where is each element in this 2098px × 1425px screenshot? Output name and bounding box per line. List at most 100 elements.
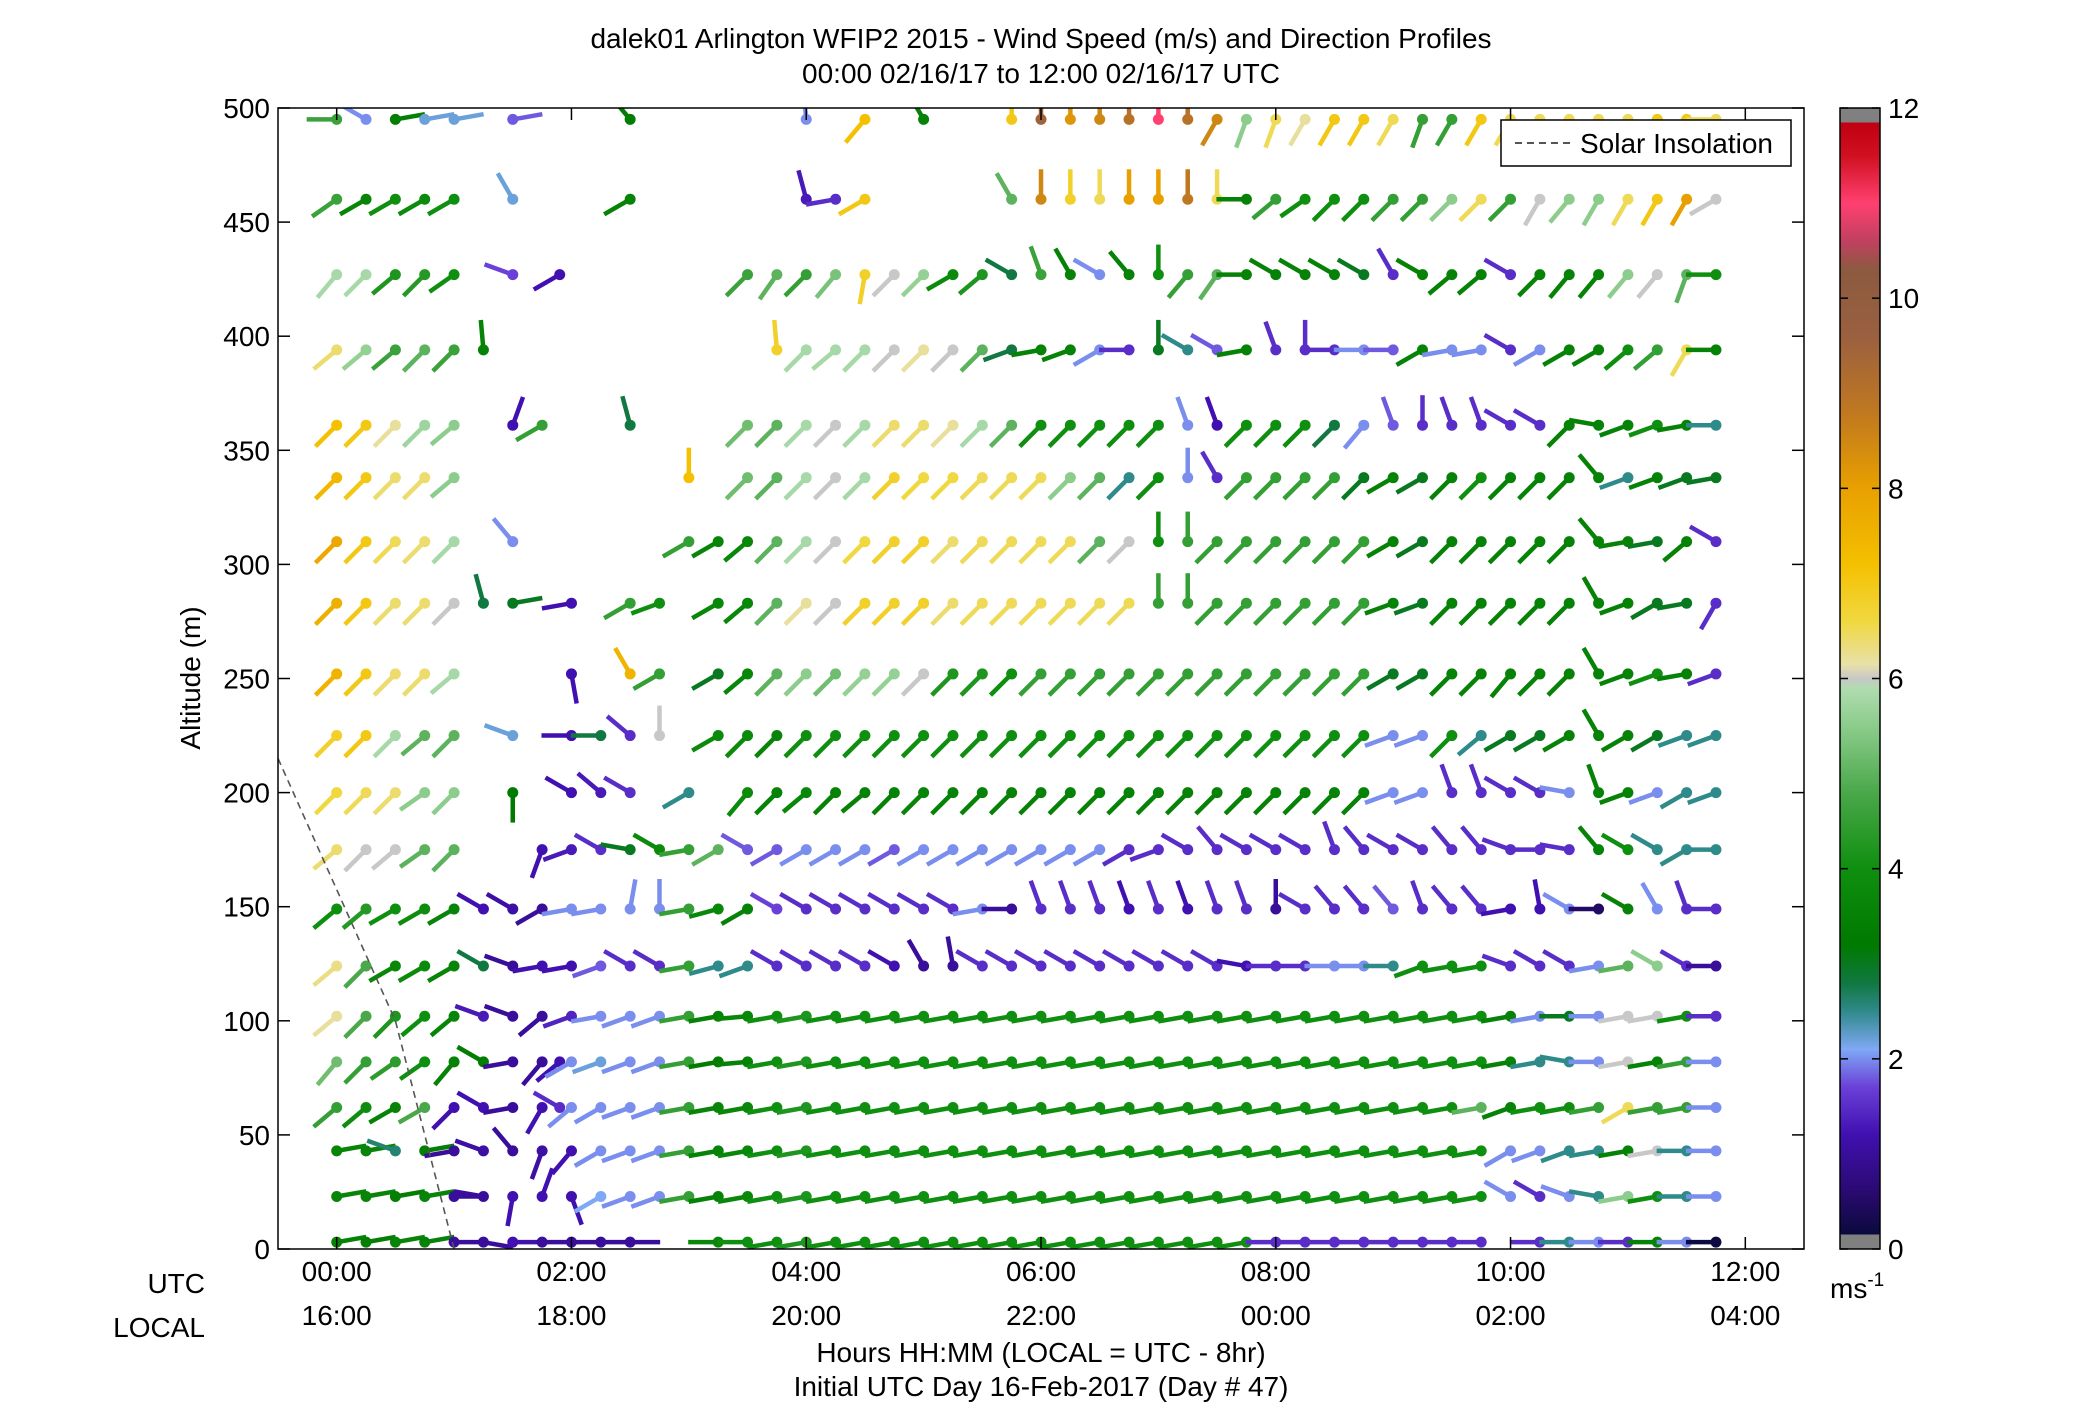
- wind-barb-point: [830, 419, 842, 431]
- wind-barb-point: [1710, 787, 1722, 799]
- wind-barb: [1094, 169, 1106, 205]
- wind-barb: [1632, 344, 1663, 371]
- wind-barb-point: [507, 193, 519, 205]
- wind-barb: [368, 193, 401, 217]
- wind-barb: [1341, 472, 1370, 501]
- wind-barb-point: [830, 536, 842, 548]
- wind-barb: [1458, 536, 1487, 565]
- wind-barb: [1669, 193, 1693, 227]
- wind-barb-point: [595, 1191, 607, 1203]
- wind-barb: [658, 960, 695, 974]
- wind-barb-point: [1417, 787, 1428, 799]
- y-tick-label: 400: [223, 321, 270, 352]
- wind-barb: [1512, 1179, 1546, 1203]
- wind-barb-point: [1328, 903, 1340, 915]
- wind-barb-point: [742, 787, 754, 799]
- wind-barb-point: [1094, 844, 1106, 856]
- wind-barb: [1216, 344, 1252, 358]
- wind-barb: [726, 787, 754, 818]
- wind-barb: [1458, 668, 1487, 697]
- wind-barb-point: [918, 668, 930, 680]
- wind-barb: [1047, 536, 1076, 565]
- wind-barb-point: [1035, 730, 1047, 742]
- wind-barb: [837, 193, 871, 217]
- wind-barb-point: [477, 1010, 489, 1022]
- wind-barb-point: [1710, 1191, 1722, 1203]
- wind-barb-point: [477, 903, 489, 915]
- wind-barb: [1152, 319, 1164, 356]
- wind-barb: [842, 419, 871, 449]
- wind-barb-point: [419, 597, 431, 609]
- wind-barb: [1546, 668, 1575, 697]
- wind-barb-point: [1651, 269, 1663, 281]
- wind-barb-point: [742, 730, 754, 742]
- wind-barb: [1481, 953, 1517, 972]
- wind-barb-point: [1328, 419, 1340, 431]
- wind-barb-point: [888, 668, 900, 680]
- wind-barb: [343, 787, 372, 816]
- wind-barb-point: [830, 787, 842, 799]
- wind-barb-point: [947, 597, 959, 609]
- wind-barb-point: [1710, 419, 1722, 431]
- wind-barb: [573, 1191, 607, 1214]
- wind-barb-point: [1475, 193, 1487, 205]
- wind-barb-point: [1006, 730, 1018, 742]
- wind-barb: [313, 536, 343, 565]
- wind-barb-point: [595, 903, 607, 915]
- wind-barb: [1087, 880, 1106, 915]
- wind-barb: [781, 787, 812, 814]
- wind-barb: [930, 730, 959, 759]
- wind-barb: [812, 597, 842, 626]
- wind-barb: [691, 597, 724, 621]
- wind-barb: [1013, 949, 1047, 972]
- chart-title: dalek01 Arlington WFIP2 2015 - Wind Spee…: [590, 23, 1491, 54]
- wind-barb-point: [1417, 419, 1428, 431]
- wind-barb: [401, 536, 431, 565]
- wind-barb-point: [1123, 787, 1135, 799]
- wind-barb: [1152, 511, 1164, 548]
- wind-barb-point: [331, 1056, 343, 1068]
- wind-barb-point: [1358, 903, 1370, 915]
- wind-barb-point: [947, 269, 959, 281]
- wind-barb-point: [448, 787, 460, 799]
- wind-barb: [419, 1189, 455, 1203]
- wind-barb-point: [360, 960, 372, 972]
- wind-barb: [507, 595, 543, 609]
- wind-barb: [1586, 763, 1605, 799]
- wind-barb: [1341, 787, 1370, 816]
- wind-barb-point: [1152, 536, 1164, 548]
- wind-barb-point: [1299, 844, 1311, 856]
- wind-barb: [1182, 573, 1194, 609]
- wind-barb-point: [1534, 193, 1546, 205]
- wind-barb: [1659, 787, 1693, 810]
- wind-barb: [1342, 825, 1370, 856]
- wind-barb-point: [419, 1102, 431, 1114]
- wind-barb-point: [1651, 903, 1663, 915]
- wind-barb: [429, 472, 460, 499]
- wind-barb-point: [1328, 730, 1340, 742]
- x-tick-label-local: 16:00: [302, 1300, 372, 1331]
- colorbar-tick-label: 4: [1888, 854, 1904, 885]
- wind-barb-point: [1710, 668, 1722, 680]
- wind-barb-point: [1622, 597, 1634, 609]
- wind-barb: [1366, 536, 1399, 559]
- wind-barb: [372, 597, 401, 626]
- wind-barb-point: [419, 419, 431, 431]
- x-tick-label-utc: 02:00: [536, 1256, 606, 1287]
- wind-barb: [1483, 332, 1517, 356]
- wind-barb: [1219, 832, 1252, 856]
- wind-barb: [343, 1056, 372, 1085]
- wind-barb: [1282, 419, 1311, 449]
- wind-barb-point: [1035, 269, 1047, 281]
- wind-barb: [812, 787, 842, 816]
- wind-barb: [808, 844, 842, 867]
- wind-barb-point: [331, 269, 343, 281]
- wind-barb-point: [1182, 903, 1194, 915]
- wind-barb-point: [1622, 419, 1634, 431]
- wind-barb-point: [624, 113, 636, 125]
- wind-barb: [1106, 730, 1135, 759]
- wind-barb-point: [1710, 903, 1722, 915]
- wind-barb-point: [1240, 787, 1252, 799]
- wind-barb: [754, 668, 783, 697]
- wind-barb: [600, 842, 636, 856]
